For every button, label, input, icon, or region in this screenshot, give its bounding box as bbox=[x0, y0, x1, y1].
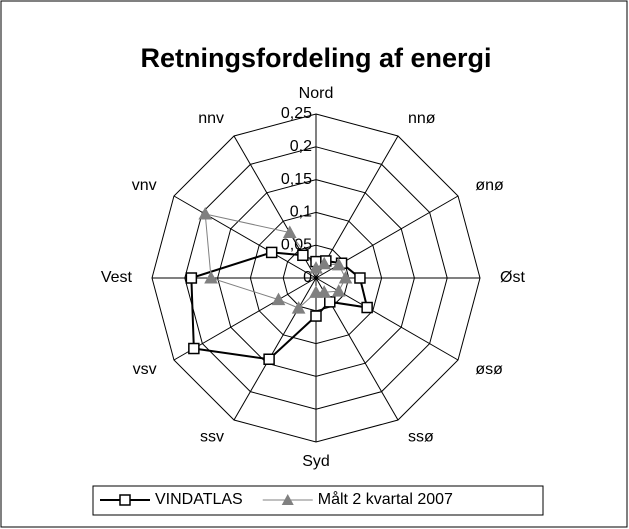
marker bbox=[354, 272, 366, 284]
marker bbox=[338, 270, 353, 284]
legend-label: VINDATLAS bbox=[155, 491, 243, 508]
marker bbox=[185, 272, 198, 284]
y-tick-label: 0,25 bbox=[281, 105, 312, 122]
category-label: Øst bbox=[500, 269, 525, 286]
category-label: ssø bbox=[408, 429, 434, 446]
legend-marker bbox=[281, 494, 294, 505]
y-tick-label: 0,1 bbox=[290, 204, 312, 221]
marker bbox=[291, 301, 306, 314]
chart-title: Retningsfordeling af energi bbox=[140, 43, 491, 73]
legend-marker bbox=[119, 494, 131, 506]
marker bbox=[317, 256, 332, 270]
marker bbox=[309, 285, 323, 298]
marker bbox=[282, 225, 297, 239]
y-tick-label: 0,15 bbox=[281, 171, 312, 188]
category-label: ønø bbox=[475, 177, 504, 194]
y-tick-label: 0 bbox=[303, 269, 312, 286]
spoke bbox=[173, 195, 317, 279]
marker bbox=[331, 257, 346, 271]
legend-label: Målt 2 kvartal 2007 bbox=[318, 490, 453, 508]
category-label: vnv bbox=[132, 177, 157, 194]
category-label: øsø bbox=[475, 361, 503, 378]
spoke bbox=[233, 277, 317, 421]
marker bbox=[204, 270, 218, 284]
category-label: nnv bbox=[198, 110, 224, 127]
marker bbox=[324, 296, 336, 308]
marker bbox=[198, 206, 213, 220]
category-label: nnø bbox=[408, 110, 436, 127]
y-tick-label: 0,05 bbox=[281, 236, 312, 253]
category-label: Nord bbox=[299, 85, 334, 102]
marker bbox=[297, 249, 309, 262]
y-tick-label: 0,2 bbox=[290, 138, 312, 155]
spoke bbox=[315, 135, 399, 279]
marker bbox=[265, 246, 278, 259]
category-label: Vest bbox=[101, 269, 133, 286]
marker bbox=[263, 353, 275, 365]
marker bbox=[271, 292, 286, 306]
marker bbox=[310, 310, 322, 322]
category-label: vsv bbox=[133, 361, 157, 378]
legend-box bbox=[92, 485, 544, 516]
marker bbox=[188, 342, 200, 355]
marker bbox=[317, 285, 332, 298]
marker bbox=[361, 301, 373, 314]
marker bbox=[331, 284, 346, 297]
category-label: Syd bbox=[302, 453, 330, 470]
category-label: ssv bbox=[200, 429, 224, 446]
